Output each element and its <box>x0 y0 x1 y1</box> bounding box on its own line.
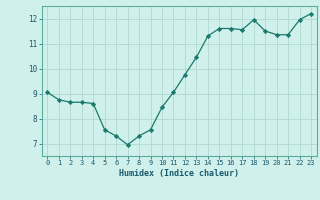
X-axis label: Humidex (Indice chaleur): Humidex (Indice chaleur) <box>119 169 239 178</box>
